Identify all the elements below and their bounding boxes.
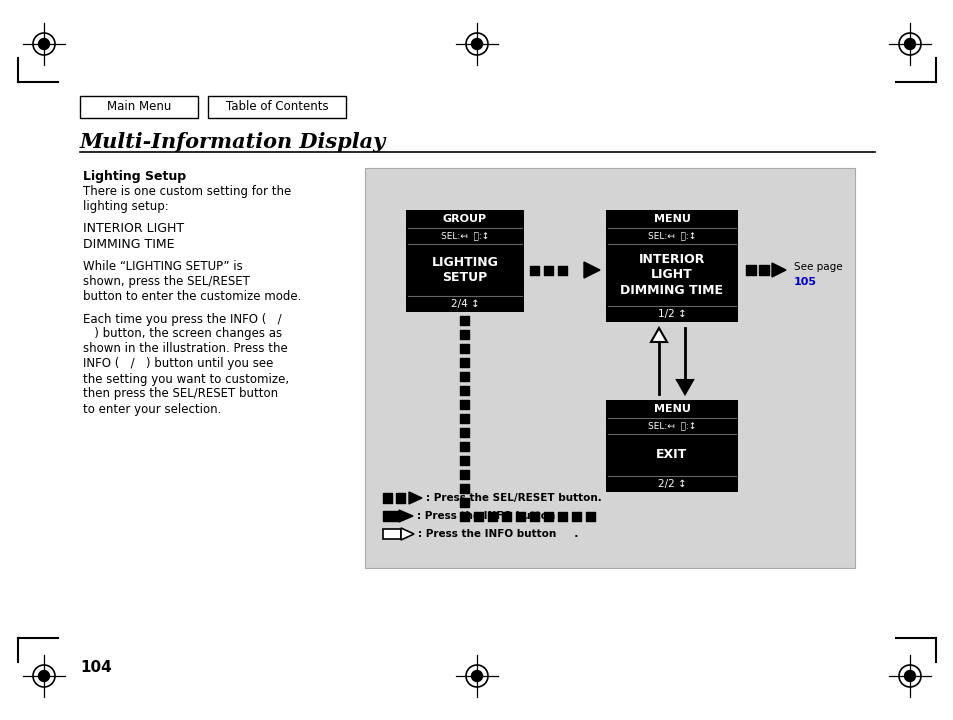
Text: SEL:↤  ⓘ:↕: SEL:↤ ⓘ:↕ [647, 421, 696, 431]
Polygon shape [409, 492, 421, 504]
Text: DIMMING TIME: DIMMING TIME [83, 238, 174, 251]
Text: 2/2 ↕: 2/2 ↕ [657, 479, 685, 489]
Polygon shape [771, 263, 785, 277]
Text: 105: 105 [793, 277, 816, 287]
Text: to enter your selection.: to enter your selection. [83, 402, 221, 415]
Text: EXIT: EXIT [656, 449, 687, 462]
Text: button to enter the customize mode.: button to enter the customize mode. [83, 290, 301, 303]
Text: lighting setup:: lighting setup: [83, 200, 169, 213]
Text: 1/2 ↕: 1/2 ↕ [657, 309, 685, 319]
Polygon shape [650, 328, 666, 342]
FancyBboxPatch shape [605, 210, 738, 322]
FancyBboxPatch shape [365, 168, 854, 568]
Text: the setting you want to customize,: the setting you want to customize, [83, 372, 289, 385]
Circle shape [471, 38, 482, 50]
Text: MENU: MENU [653, 214, 690, 224]
Text: There is one custom setting for the: There is one custom setting for the [83, 185, 291, 198]
Text: INTERIOR LIGHT: INTERIOR LIGHT [83, 222, 184, 235]
Circle shape [903, 670, 915, 682]
Text: INFO (   /   ) button until you see: INFO ( / ) button until you see [83, 358, 274, 371]
Text: : Press the INFO button     .: : Press the INFO button . [416, 511, 577, 521]
Text: SEL:↤  ⓘ:↕: SEL:↤ ⓘ:↕ [440, 232, 489, 240]
Polygon shape [400, 528, 414, 540]
Polygon shape [583, 262, 599, 278]
Text: : Press the INFO button     .: : Press the INFO button . [417, 529, 578, 539]
FancyBboxPatch shape [208, 96, 346, 118]
Text: Table of Contents: Table of Contents [226, 101, 328, 114]
Text: : Press the SEL/RESET button.: : Press the SEL/RESET button. [426, 493, 601, 503]
Text: GROUP: GROUP [442, 214, 487, 224]
Text: then press the SEL/RESET button: then press the SEL/RESET button [83, 387, 278, 400]
Circle shape [903, 38, 915, 50]
Text: MENU: MENU [653, 404, 690, 414]
Text: ) button, the screen changes as: ) button, the screen changes as [83, 328, 282, 341]
Polygon shape [398, 510, 413, 522]
Text: LIGHTING
SETUP: LIGHTING SETUP [431, 256, 497, 284]
Text: See page: See page [793, 262, 841, 272]
Text: Lighting Setup: Lighting Setup [83, 170, 186, 183]
Text: SEL:↤  ⓘ:↕: SEL:↤ ⓘ:↕ [647, 232, 696, 240]
Polygon shape [677, 380, 692, 394]
FancyBboxPatch shape [406, 210, 523, 312]
Text: 2/4 ↕: 2/4 ↕ [450, 299, 478, 309]
Circle shape [38, 38, 50, 50]
Circle shape [471, 670, 482, 682]
Text: 104: 104 [80, 660, 112, 675]
FancyBboxPatch shape [605, 400, 738, 492]
Text: Main Menu: Main Menu [107, 101, 171, 114]
Text: INTERIOR
LIGHT
DIMMING TIME: INTERIOR LIGHT DIMMING TIME [619, 253, 722, 297]
Text: While “LIGHTING SETUP” is: While “LIGHTING SETUP” is [83, 260, 242, 273]
FancyBboxPatch shape [382, 529, 400, 539]
Text: shown in the illustration. Press the: shown in the illustration. Press the [83, 343, 288, 356]
FancyBboxPatch shape [80, 96, 198, 118]
Circle shape [38, 670, 50, 682]
Text: shown, press the SEL/RESET: shown, press the SEL/RESET [83, 275, 250, 288]
Text: Multi-Information Display: Multi-Information Display [80, 132, 386, 152]
Text: Each time you press the INFO (   /: Each time you press the INFO ( / [83, 312, 281, 325]
